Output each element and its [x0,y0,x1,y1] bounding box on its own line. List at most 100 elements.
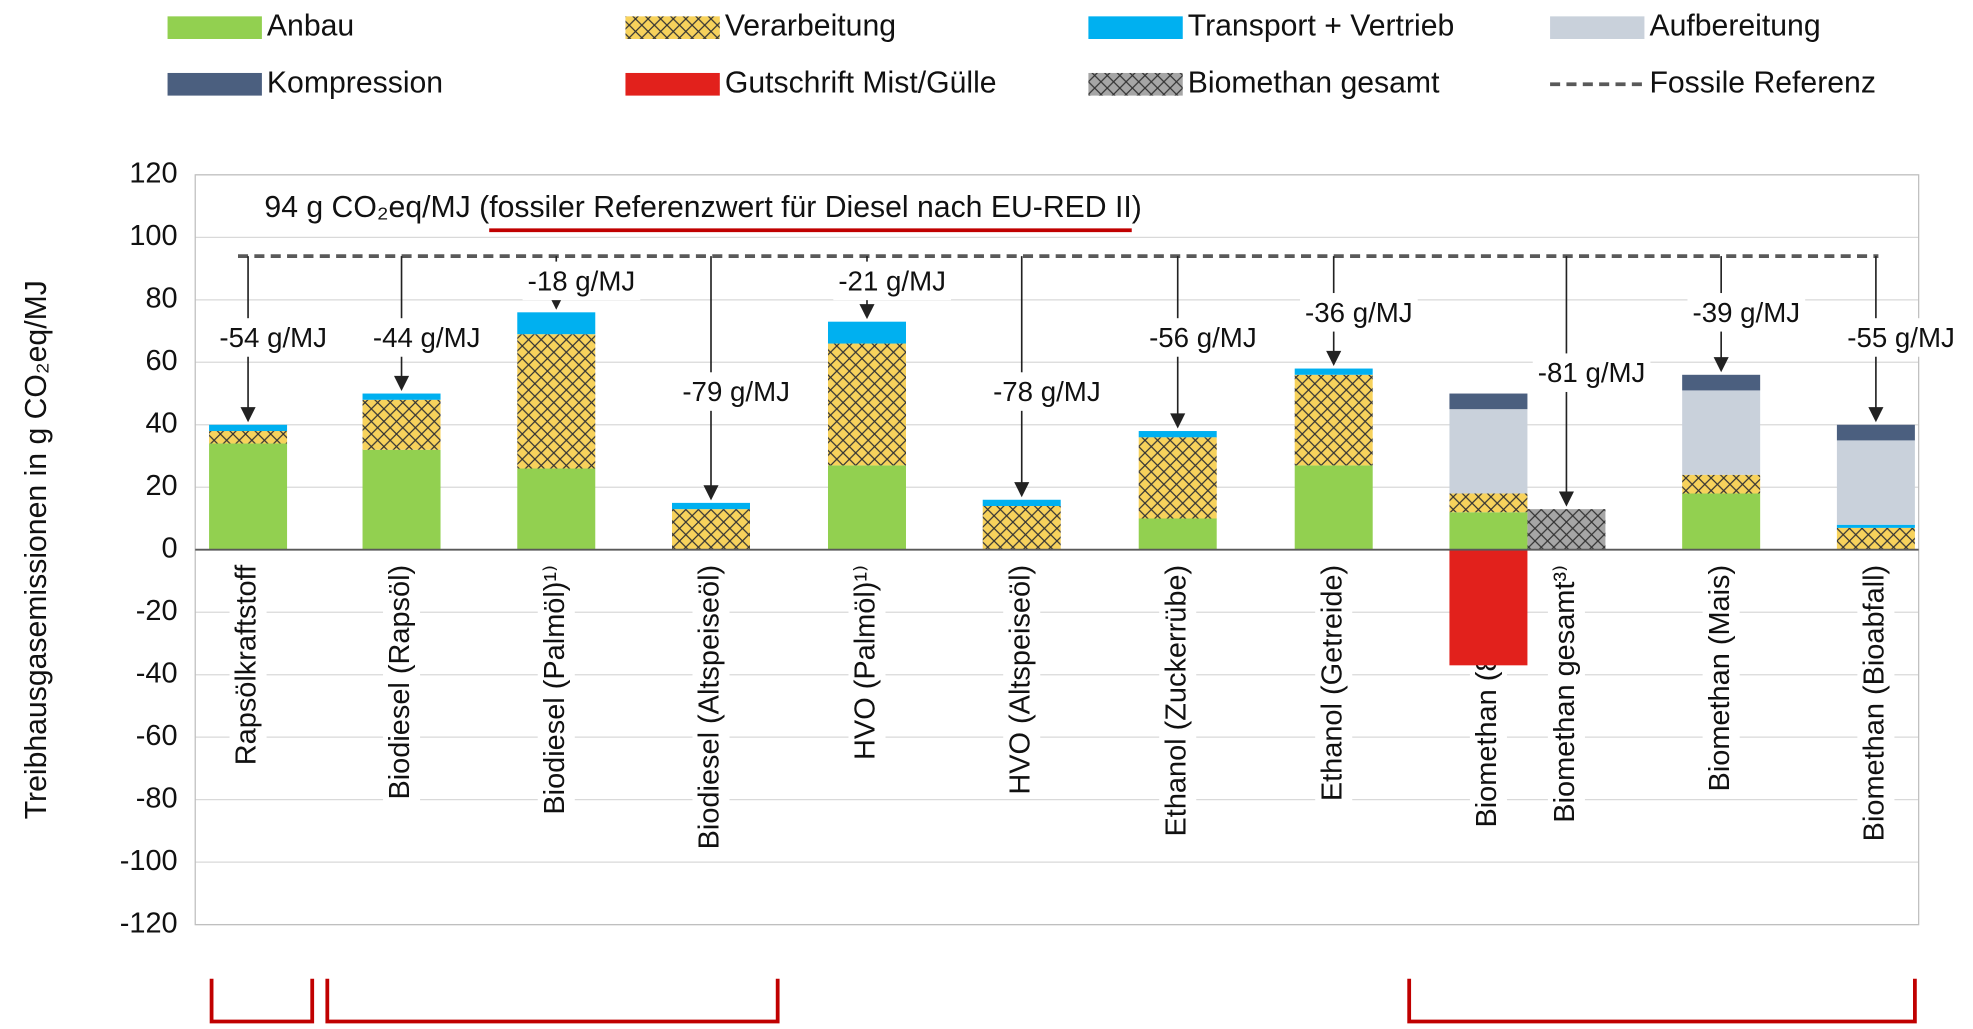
reduction-label: -78 g/MJ [993,376,1101,407]
reduction-label: -81 g/MJ [1538,357,1646,388]
category-label-bg [848,562,886,763]
bar-segment [982,499,1061,507]
y-tick-label: -120 [120,907,178,939]
y-tick-label: -80 [136,782,178,814]
y-tick-label: 120 [129,158,177,190]
legend-swatch [625,72,720,96]
category-label-bg [1003,562,1041,798]
bar-segment [1294,368,1373,375]
category-label-group: Biodiesel (Altspeiseöl) [692,562,730,852]
y-tick-label: 60 [145,345,177,377]
legend-label: Kompression [267,66,443,99]
x-tick-label: Ethanol (Getreide) [1316,565,1348,801]
reduction-label-bg [677,372,795,411]
bar-segment [672,502,750,510]
note-bg [259,188,1147,229]
reduction-label: -56 g/MJ [1149,322,1257,353]
bar-segment [1527,509,1606,550]
bar-segment [982,506,1061,550]
arrowhead [1713,357,1729,373]
y-tick-label: -100 [120,845,178,877]
reduction-label-bg [367,318,486,357]
legend-label: Anbau [267,10,354,43]
x-tick-label: Rapsölkraftstoff [231,564,263,765]
legend-label: Biomethan gesamt [1188,66,1440,99]
bar-segment [1836,440,1915,525]
category-label-group: HVO (Altspeiseöl) [1003,562,1041,798]
category-label-group: Ethanol (Getreide) [1315,562,1353,804]
category-label-bg [1159,562,1197,840]
x-tick-label: HVO (Palmöl)¹⁾ [850,565,882,760]
category-label-bg [1702,562,1740,794]
reduction-label-bg [522,261,641,301]
x-tick-label: Ethanol (Zuckerrübe) [1160,565,1192,837]
arrowhead [1326,350,1342,367]
reduction-label-bg [833,261,951,301]
brackets [209,978,1917,1024]
x-tick-label: Biodiesel (Altspeiseöl) [694,565,726,850]
y-tick-label: 80 [145,282,177,314]
reduction-label-bg [1144,318,1262,357]
x-tick-label: Biomethan (Bioabfall) [1859,565,1891,842]
reduction-label: -79 g/MJ [682,376,790,407]
x-tick-label: Biomethan gesamt³⁾ [1549,565,1581,823]
category-label-group: Biomethan gesamt³⁾ [1547,562,1585,826]
y-tick-label: 20 [145,470,177,502]
bar-segment [1138,437,1217,519]
y-axis-label: Treibhausgasemissionen in g CO₂eq/MJ [20,280,53,819]
bar-segment [517,334,596,469]
legend-swatch [167,72,262,96]
reduction-label-bg [214,318,333,357]
arrowhead [393,375,410,392]
bar-segment [362,399,441,450]
category-label-group: Ethanol (Zuckerrübe) [1159,562,1197,840]
category-label-group: Biomethan (Bioabfall) [1857,562,1895,844]
category-label-bg [1857,562,1895,844]
bar-segment [672,509,750,550]
legend-label: Transport + Vertrieb [1188,10,1455,43]
category-label-group: Rapsölkraftstoff [229,562,267,769]
arrowhead [240,407,256,423]
reduction-label-bg [1532,353,1651,392]
category-label-bg [1547,562,1585,826]
y-tick-label: -40 [136,657,178,689]
bar-segment [1449,549,1528,666]
bar-segment [1836,527,1915,550]
category-label-group: Biomethan (Mais) [1702,562,1740,794]
bar-segment [1682,374,1761,391]
bar-segment [827,321,906,344]
arrowhead [1558,491,1574,507]
x-tick-label: Biodiesel (Palmöl)¹⁾ [539,565,571,815]
bar-segment [1138,518,1217,550]
legend-label: Fossile Referenz [1649,66,1876,99]
y-tick-label: 0 [162,532,178,564]
reduction-label: -18 g/MJ [528,265,636,296]
arrowhead [859,304,875,320]
legend-label: Gutschrift Mist/Gülle [725,66,997,99]
reduction-label: -54 g/MJ [219,322,327,353]
category-label-group: Biodiesel (Palmöl)¹⁾ [537,562,575,818]
bar-segment [1682,474,1761,494]
legend-swatch [167,16,262,39]
legend-swatch [1088,16,1183,39]
bar-segment [1449,512,1528,550]
arrowhead [703,485,719,501]
note: 94 g CO₂eq/MJ (fossiler Referenzwert für… [264,191,1141,224]
bar-segment [827,343,906,466]
reduction-label: -39 g/MJ [1693,297,1801,328]
category-label-bg [537,562,575,818]
category-label-group: Biodiesel (Rapsöl) [383,562,421,803]
arrowhead [1170,413,1186,429]
bar-segment [1449,409,1528,494]
bar-segment [517,468,596,550]
category-label-group: HVO (Palmöl)¹⁾ [848,562,886,763]
reduction-label: -21 g/MJ [838,265,946,296]
legend-swatch [1088,72,1183,96]
legend-swatch [625,16,720,39]
arrowhead [1014,482,1030,498]
bar-segment [827,465,906,550]
x-tick-label: Biomethan (Mais) [1704,565,1736,792]
bar-segment [362,449,441,550]
